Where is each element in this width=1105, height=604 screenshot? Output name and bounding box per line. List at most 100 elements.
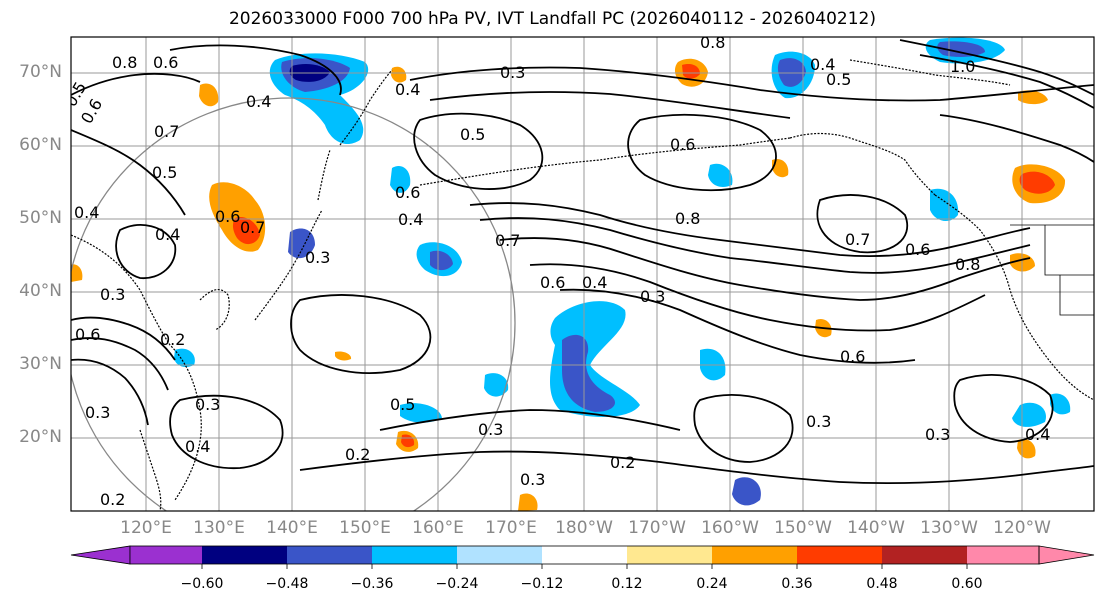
lat-label-20n: 20°N	[19, 427, 62, 447]
lon-label: 160°W	[701, 518, 759, 538]
lat-label-40n: 40°N	[19, 281, 62, 301]
map-plot-area: 0.8 0.6 0.5 0.6 0.4 0.4 0.7 0.5 0.4 0.6 …	[71, 37, 1094, 511]
contour-south-2	[379, 409, 681, 431]
pos-blob-6	[1018, 90, 1048, 105]
neg-blob-central-core	[562, 334, 615, 412]
lon-label: 180°W	[555, 518, 613, 538]
contour-label: 0.3	[85, 403, 110, 422]
contour-label: 0.4	[185, 437, 210, 456]
contour-label: 0.6	[905, 240, 930, 259]
coast-aleutians	[419, 137, 791, 186]
contour-label: 0.7	[845, 230, 870, 249]
negative-anomaly-shading	[174, 37, 1071, 506]
contour-west-3	[71, 358, 149, 426]
colorbar-bin	[202, 546, 287, 564]
contour-label: 0.3	[478, 420, 503, 439]
coast-westcoast	[934, 194, 1094, 401]
colorbar-bin	[372, 546, 457, 564]
contour-label: 0.2	[610, 453, 635, 472]
neg-blob-s6	[1050, 393, 1071, 415]
contour-ne-2	[919, 54, 1094, 109]
contour-loop-5	[816, 194, 908, 254]
contour-label: 0.2	[160, 330, 185, 349]
contour-label: 0.3	[100, 285, 125, 304]
lon-label: 120°E	[120, 518, 172, 538]
contour-label: 0.5	[826, 70, 851, 89]
contour-label: 0.4	[582, 273, 607, 292]
lon-label: 120°W	[993, 518, 1051, 538]
contour-label: 0.3	[806, 412, 831, 431]
contour-label: 0.3	[520, 470, 545, 489]
colorbar-bin	[287, 546, 372, 564]
neg-blob-s3	[732, 477, 761, 506]
contour-north-2	[429, 91, 791, 119]
pos-blob-1	[199, 83, 219, 107]
ivt-contours	[71, 39, 1094, 485]
colorbar-tick-label: −0.12	[520, 576, 564, 592]
pos-blob-8	[335, 351, 352, 361]
pos-blob-9	[71, 264, 83, 282]
contour-label: 0.6	[75, 325, 100, 344]
contour-west-5	[71, 72, 201, 96]
colorbar-extend-right	[1038, 545, 1095, 565]
colorbar	[70, 545, 1095, 569]
contour-label: 0.6	[215, 207, 240, 226]
colorbar-tick-label: 0.60	[951, 576, 983, 592]
contour-label: 0.8	[675, 209, 700, 228]
contour-label: 0.2	[345, 445, 370, 464]
contour-label: 0.7	[495, 231, 520, 250]
colorbar-bin	[967, 546, 1039, 564]
contour-label: 0.4	[810, 55, 835, 74]
political-borders	[1010, 224, 1094, 316]
colorbar-tick-label: 0.36	[781, 576, 813, 592]
neg-blob-s4	[400, 403, 442, 423]
colorbar-bin	[882, 546, 967, 564]
pos-blob-2	[391, 66, 407, 83]
contour-label: 0.3	[305, 248, 330, 267]
coast-philippines	[139, 429, 162, 511]
coastlines	[71, 59, 1094, 511]
contour-ne-3	[939, 114, 1094, 163]
colorbar-bin	[130, 546, 202, 564]
map-title: 2026033000 F000 700 hPa PV, IVT Landfall…	[228, 9, 876, 29]
coast-arctic	[849, 59, 1011, 86]
coast-asia	[71, 234, 202, 501]
contour-jet-2	[479, 217, 1031, 274]
pos-blob-canada-core	[1019, 171, 1055, 194]
contour-label: 0.6	[153, 53, 178, 72]
colorbar-frame	[129, 545, 1040, 565]
colorbar-tick-label: −0.60	[180, 576, 224, 592]
contour-label: 0.5	[460, 125, 485, 144]
coast-japan	[254, 209, 323, 321]
graticule	[71, 37, 1094, 511]
contour-label: 0.5	[390, 395, 415, 414]
contour-label: 0.3	[195, 395, 220, 414]
coast-kamchatka	[339, 69, 393, 146]
lon-label: 160°E	[412, 518, 464, 538]
lon-label: 150°W	[774, 518, 832, 538]
lon-label: 150°E	[339, 518, 391, 538]
contour-label: 0.4	[74, 203, 99, 222]
colorbar-bin	[712, 546, 797, 564]
contour-label: 0.4	[246, 92, 271, 111]
contour-label: 0.2	[100, 490, 125, 509]
lat-label-70n: 70°N	[19, 62, 62, 82]
contour-west-1	[71, 316, 176, 361]
contour-label: 0.7	[240, 218, 265, 237]
lon-label: 130°W	[920, 518, 978, 538]
neg-blob-midpac-core	[430, 250, 453, 271]
pos-blob-hokkaido-core	[232, 216, 260, 245]
neg-blob-east	[1012, 402, 1046, 427]
pos-blob-7	[772, 158, 789, 178]
neg-blob-sakhalin	[390, 165, 411, 193]
neg-blob-westcoast	[930, 188, 959, 222]
lon-label: 130°E	[193, 518, 245, 538]
contour-loop-3	[115, 224, 177, 279]
colorbar-bin	[542, 546, 627, 564]
contour-label: 0.6	[395, 183, 420, 202]
contour-loop-4	[169, 44, 342, 96]
neg-blob-s5	[174, 348, 195, 368]
contour-west-4	[71, 129, 186, 216]
neg-blob-alaska-core	[777, 58, 806, 87]
